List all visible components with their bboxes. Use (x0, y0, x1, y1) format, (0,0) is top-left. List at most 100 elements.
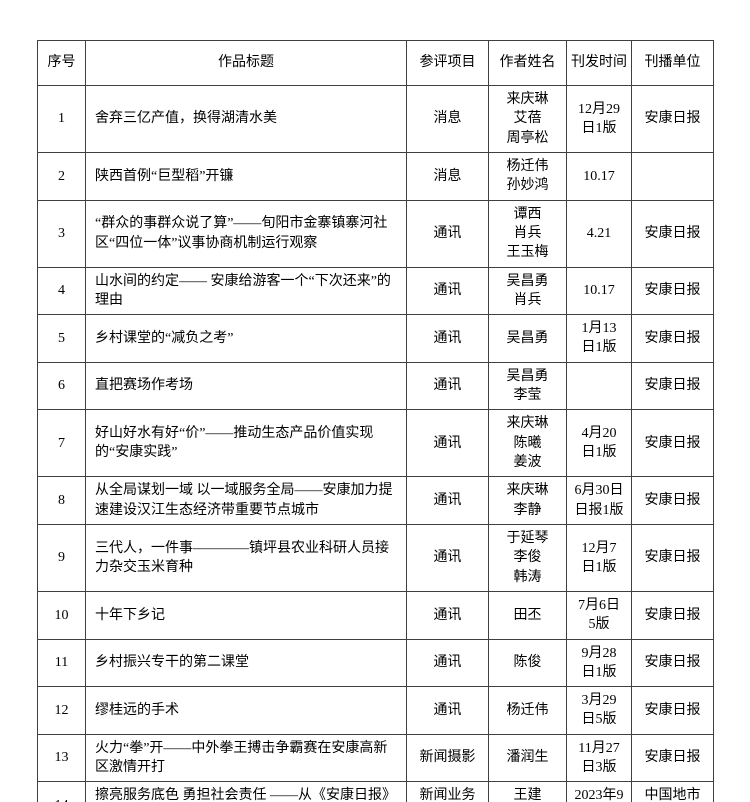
cell-authors: 谭西 肖兵 王玉梅 (488, 199, 567, 268)
cell-category: 通讯 (406, 523, 489, 592)
cell-publisher (631, 151, 714, 201)
cell-title: 山水间的约定—— 安康给游客一个“下次还来”的理由 (85, 266, 407, 316)
table-row: 12 缪桂远的手术 通讯 杨迁伟 3月29 日5版 安康日报 (37, 686, 714, 735)
cell-no: 11 (37, 638, 86, 688)
cell-no: 4 (37, 266, 86, 316)
cell-authors: 来庆琳 艾蓓 周亭松 (488, 85, 567, 153)
cell-category: 通讯 (406, 590, 489, 640)
table-row: 1 舍弃三亿产值，换得湖清水美 消息 来庆琳 艾蓓 周亭松 12月29 日1版 安康日报 (37, 85, 714, 153)
cell-date: 12月29 日1版 (566, 85, 632, 153)
table-body: 1 舍弃三亿产值，换得湖清水美 消息 来庆琳 艾蓓 周亭松 12月29 日1版 安康日报 2… (37, 85, 714, 802)
table-row: 4 山水间的约定—— 安康给游客一个“下次还来”的理由 通讯 吴昌勇 肖兵 10.17 安… (37, 266, 714, 316)
cell-title: 擦亮服务底色 勇担社会责任 ——从《安康日报》新闻实践看党媒的责任担当 (85, 781, 407, 802)
cell-no: 13 (37, 733, 86, 783)
cell-publisher: 安康日报 (631, 409, 714, 478)
cell-category: 通讯 (406, 361, 489, 411)
cell-title: 好山好水有好“价”——推动生态产品价值实现的“安康实践” (85, 409, 407, 478)
table-row: 5 乡村课堂的“减负之考” 通讯 吴昌勇 1月13 日1版 安康日报 (37, 314, 714, 363)
cell-category: 消息 (406, 85, 489, 153)
cell-date: 4.21 (566, 199, 632, 268)
cell-publisher: 安康日报 (631, 733, 714, 783)
cell-authors: 吴昌勇 (488, 314, 567, 363)
cell-publisher: 中国地市 报人 (631, 781, 714, 802)
cell-category: 通讯 (406, 409, 489, 478)
cell-authors: 杨迁伟 (488, 686, 567, 735)
cell-date: 6月30日 日报1版 (566, 476, 632, 525)
cell-no: 6 (37, 361, 86, 411)
cell-date: 10.17 (566, 266, 632, 316)
header-category: 参评项目 (406, 40, 489, 86)
cell-category: 通讯 (406, 638, 489, 688)
cell-authors: 吴昌勇 肖兵 (488, 266, 567, 316)
table-row: 13 火力“拳”开——中外拳王搏击争霸赛在安康高新区激情开打 新闻摄影 潘润生 11月2… (37, 733, 714, 783)
cell-category: 通讯 (406, 686, 489, 735)
cell-date: 12月7 日1版 (566, 523, 632, 592)
cell-date: 2023年9 月 (566, 781, 632, 802)
cell-authors: 来庆琳 李静 (488, 476, 567, 525)
cell-authors: 陈俊 (488, 638, 567, 688)
cell-no: 12 (37, 686, 86, 735)
cell-category: 通讯 (406, 476, 489, 525)
works-table: 序号 作品标题 参评项目 作者姓名 刊发时间 刊播单位 1 舍弃三亿产值，换得湖清… (37, 40, 714, 802)
cell-title: 三代人，一件事————镇坪县农业科研人员接力杂交玉米育种 (85, 523, 407, 592)
cell-no: 1 (37, 85, 86, 153)
cell-title: 直把赛场作考场 (85, 361, 407, 411)
cell-publisher: 安康日报 (631, 314, 714, 363)
cell-no: 3 (37, 199, 86, 268)
cell-no: 7 (37, 409, 86, 478)
cell-date: 10.17 (566, 151, 632, 201)
cell-title: 十年下乡记 (85, 590, 407, 640)
cell-no: 9 (37, 523, 86, 592)
table-row: 11 乡村振兴专干的第二课堂 通讯 陈俊 9月28 日1版 安康日报 (37, 638, 714, 688)
cell-publisher: 安康日报 (631, 638, 714, 688)
cell-authors: 田丕 (488, 590, 567, 640)
cell-publisher: 安康日报 (631, 476, 714, 525)
cell-publisher: 安康日报 (631, 266, 714, 316)
cell-no: 14 (37, 781, 86, 802)
cell-category: 通讯 (406, 266, 489, 316)
cell-publisher: 安康日报 (631, 361, 714, 411)
cell-date: 1月13 日1版 (566, 314, 632, 363)
cell-title: 缪桂远的手术 (85, 686, 407, 735)
table-row: 14擦亮服务底色 勇担社会责任 ——从《安康日报》新闻实践看党媒的责任担当新闻业… (37, 781, 714, 802)
cell-category: 消息 (406, 151, 489, 201)
cell-date: 9月28 日1版 (566, 638, 632, 688)
cell-publisher: 安康日报 (631, 85, 714, 153)
cell-authors: 潘润生 (488, 733, 567, 783)
header-authors: 作者姓名 (488, 40, 567, 86)
cell-authors: 于延琴 李俊 韩涛 (488, 523, 567, 592)
cell-title: “群众的事群众说了算”——旬阳市金寨镇寨河社区“四位一体”议事协商机制运行观察 (85, 199, 407, 268)
cell-date: 7月6日 5版 (566, 590, 632, 640)
cell-no: 2 (37, 151, 86, 201)
cell-title: 从全局谋划一域 以一域服务全局——安康加力提速建设汉江生态经济带重要节点城市 (85, 476, 407, 525)
cell-category: 新闻摄影 (406, 733, 489, 783)
table-row: 2 陕西首例“巨型稻”开镰 消息 杨迁伟 孙妙鸿 10.17 (37, 151, 714, 201)
cell-authors: 杨迁伟 孙妙鸿 (488, 151, 567, 201)
cell-no: 8 (37, 476, 86, 525)
cell-category: 通讯 (406, 199, 489, 268)
cell-title: 舍弃三亿产值，换得湖清水美 (85, 85, 407, 153)
table-row: 9 三代人，一件事————镇坪县农业科研人员接力杂交玉米育种 通讯 于延琴 李俊 韩涛… (37, 523, 714, 592)
table-row: 7 好山好水有好“价”——推动生态产品价值实现的“安康实践” 通讯 来庆琳 陈曦 姜波… (37, 409, 714, 478)
cell-no: 5 (37, 314, 86, 363)
cell-publisher: 安康日报 (631, 199, 714, 268)
table-row: 8 从全局谋划一域 以一域服务全局——安康加力提速建设汉江生态经济带重要节点城市通… (37, 476, 714, 525)
table-row: 3 “群众的事群众说了算”——旬阳市金寨镇寨河社区“四位一体”议事协商机制运行观察… (37, 199, 714, 268)
cell-no: 10 (37, 590, 86, 640)
cell-date: 3月29 日5版 (566, 686, 632, 735)
header-title: 作品标题 (85, 40, 407, 86)
cell-title: 火力“拳”开——中外拳王搏击争霸赛在安康高新区激情开打 (85, 733, 407, 783)
header-no: 序号 (37, 40, 86, 86)
header-row: 序号 作品标题 参评项目 作者姓名 刊发时间 刊播单位 (37, 40, 714, 86)
cell-date: 11月27 日3版 (566, 733, 632, 783)
cell-date (566, 361, 632, 411)
cell-publisher: 安康日报 (631, 590, 714, 640)
header-date: 刊发时间 (566, 40, 632, 86)
cell-category: 新闻业务 研究 (406, 781, 489, 802)
header-publisher: 刊播单位 (631, 40, 714, 86)
cell-category: 通讯 (406, 314, 489, 363)
cell-title: 乡村课堂的“减负之考” (85, 314, 407, 363)
cell-date: 4月20 日1版 (566, 409, 632, 478)
cell-authors: 来庆琳 陈曦 姜波 (488, 409, 567, 478)
